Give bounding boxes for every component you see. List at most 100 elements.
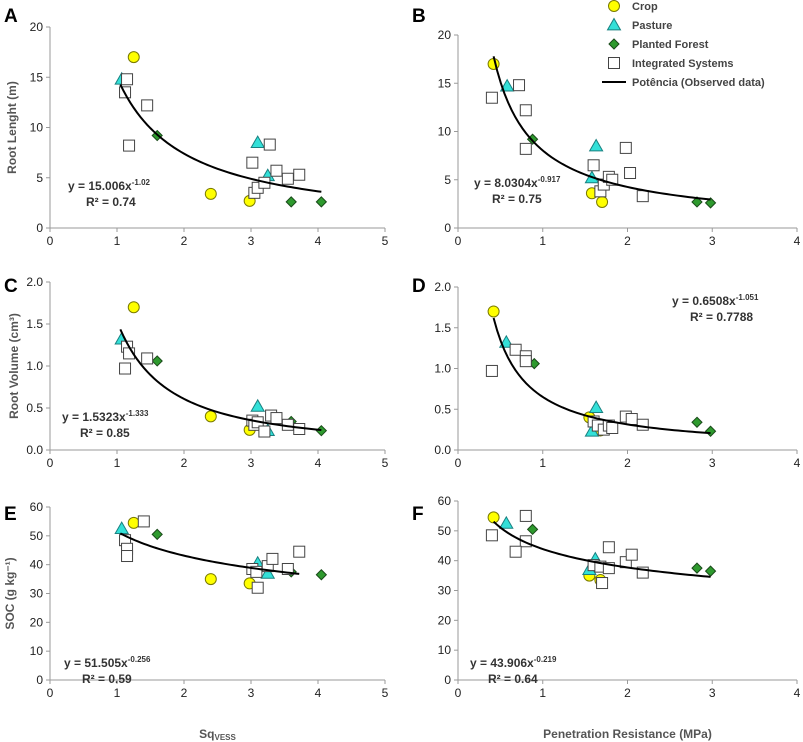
fit-equation: y = 15.006x-1.02 <box>68 178 151 193</box>
data-point-crop <box>127 51 140 64</box>
y-tick-label: 60 <box>438 494 452 508</box>
x-tick-label: 1 <box>539 686 546 700</box>
x-axis-title: SqVESS <box>199 727 236 742</box>
data-point-integrated <box>281 562 294 575</box>
x-tick-label: 2 <box>624 234 631 248</box>
data-point-integrated <box>596 577 609 590</box>
legend-item-crop: Crop <box>608 0 658 13</box>
data-point-crop <box>204 187 217 200</box>
legend-label: Pasture <box>632 20 672 32</box>
data-point-integrated <box>485 91 498 104</box>
data-point-integrated <box>509 343 522 356</box>
y-tick-label: 1.0 <box>434 362 451 376</box>
y-tick-label: 2.0 <box>26 275 43 289</box>
legend-label: Planted Forest <box>632 39 709 51</box>
y-tick-label: 0 <box>444 673 451 687</box>
y-tick-label: 0 <box>36 673 43 687</box>
data-point-integrated <box>513 79 526 92</box>
fit-equation: y = 0.6508x-1.051 <box>672 293 759 308</box>
x-tick-label: 2 <box>624 456 631 470</box>
data-point-integrated <box>636 566 649 579</box>
legend-marker-crop <box>608 0 620 12</box>
y-tick-label: 1.5 <box>434 321 451 335</box>
data-point-forest <box>315 196 328 208</box>
data-point-integrated <box>602 541 615 554</box>
fit-curve <box>119 532 300 575</box>
panel-c: C 0 1 2 3 4 5 0.0 0.5 1.0 1.5 2.0 Root Volume (cm³) y… <box>4 275 389 470</box>
fit-r-squared: R² = 0.75 <box>492 192 542 206</box>
data-point-pasture <box>499 78 515 92</box>
y-tick-label: 0.0 <box>26 443 43 457</box>
data-point-crop <box>127 301 140 314</box>
x-tick-label: 0 <box>47 686 54 700</box>
y-tick-label: 5 <box>444 173 451 187</box>
x-tick-label: 4 <box>315 456 322 470</box>
x-tick-label: 1 <box>114 456 121 470</box>
data-point-forest <box>704 425 717 437</box>
data-point-integrated <box>266 552 279 565</box>
data-point-forest <box>704 197 717 209</box>
y-tick-label: 15 <box>30 70 44 84</box>
legend-marker-integrated <box>608 57 620 69</box>
y-tick-label: 0 <box>444 221 451 235</box>
data-point-pasture <box>588 138 604 152</box>
legend-item-fit: Potência (Observed data) <box>602 77 765 89</box>
data-point-crop <box>487 511 500 524</box>
data-point-integrated <box>121 73 134 86</box>
data-point-integrated <box>606 421 619 434</box>
y-tick-label: 0.0 <box>434 443 451 457</box>
x-tick-label: 3 <box>709 456 716 470</box>
data-point-pasture <box>588 400 604 413</box>
data-point-forest <box>691 562 703 574</box>
data-point-forest <box>285 196 297 208</box>
y-tick-label: 0 <box>36 221 43 235</box>
x-tick-label: 5 <box>382 456 389 470</box>
legend-label: Crop <box>632 1 658 13</box>
data-point-forest <box>691 416 703 428</box>
legend-label: Potência (Observed data) <box>632 77 765 89</box>
x-tick-label: 3 <box>248 686 255 700</box>
y-tick-label: 5 <box>36 171 43 185</box>
data-point-integrated <box>509 545 522 558</box>
fit-equation: y = 51.505x-0.256 <box>64 655 151 670</box>
data-point-integrated <box>293 545 306 558</box>
data-point-forest <box>704 565 717 577</box>
panel-letter: D <box>412 276 426 297</box>
y-tick-label: 20 <box>438 28 452 42</box>
fit-equation: y = 1.5323x-1.333 <box>62 409 149 424</box>
fit-curve <box>119 84 322 193</box>
y-axis-title: Root Lenght (m) <box>5 81 19 174</box>
y-tick-label: 40 <box>30 558 44 572</box>
y-tick-label: 2.0 <box>434 280 451 294</box>
x-tick-label: 0 <box>455 234 462 248</box>
x-tick-label: 2 <box>181 234 188 248</box>
data-point-forest <box>315 569 328 581</box>
panel-a: A 0 1 2 3 4 5 0 5 10 15 20 Root Lenght (m) y = 15.006… <box>4 6 389 248</box>
data-point-forest <box>691 196 703 208</box>
data-point-integrated <box>624 166 637 179</box>
data-point-integrated <box>519 509 532 522</box>
fit-curve <box>492 56 711 201</box>
legend-item-pasture: Pasture <box>606 17 672 32</box>
x-tick-label: 3 <box>248 234 255 248</box>
x-tick-label: 2 <box>181 456 188 470</box>
data-point-forest <box>151 528 163 541</box>
legend-item-integrated: Integrated Systems <box>608 57 733 70</box>
data-point-integrated <box>251 581 264 594</box>
y-tick-label: 0.5 <box>26 401 43 415</box>
data-point-integrated <box>636 418 649 431</box>
data-point-integrated <box>485 529 498 542</box>
y-tick-label: 10 <box>438 125 452 139</box>
data-point-crop <box>204 573 217 586</box>
data-point-integrated <box>281 172 294 185</box>
data-point-forest <box>526 523 539 536</box>
data-point-integrated <box>625 548 638 561</box>
fit-curve <box>492 317 711 435</box>
data-point-pasture <box>260 565 276 579</box>
data-point-integrated <box>485 364 498 377</box>
data-point-integrated <box>602 562 615 575</box>
fit-r-squared: R² = 0.85 <box>80 426 130 440</box>
y-tick-label: 1.0 <box>26 359 43 373</box>
x-tick-label: 2 <box>624 686 631 700</box>
